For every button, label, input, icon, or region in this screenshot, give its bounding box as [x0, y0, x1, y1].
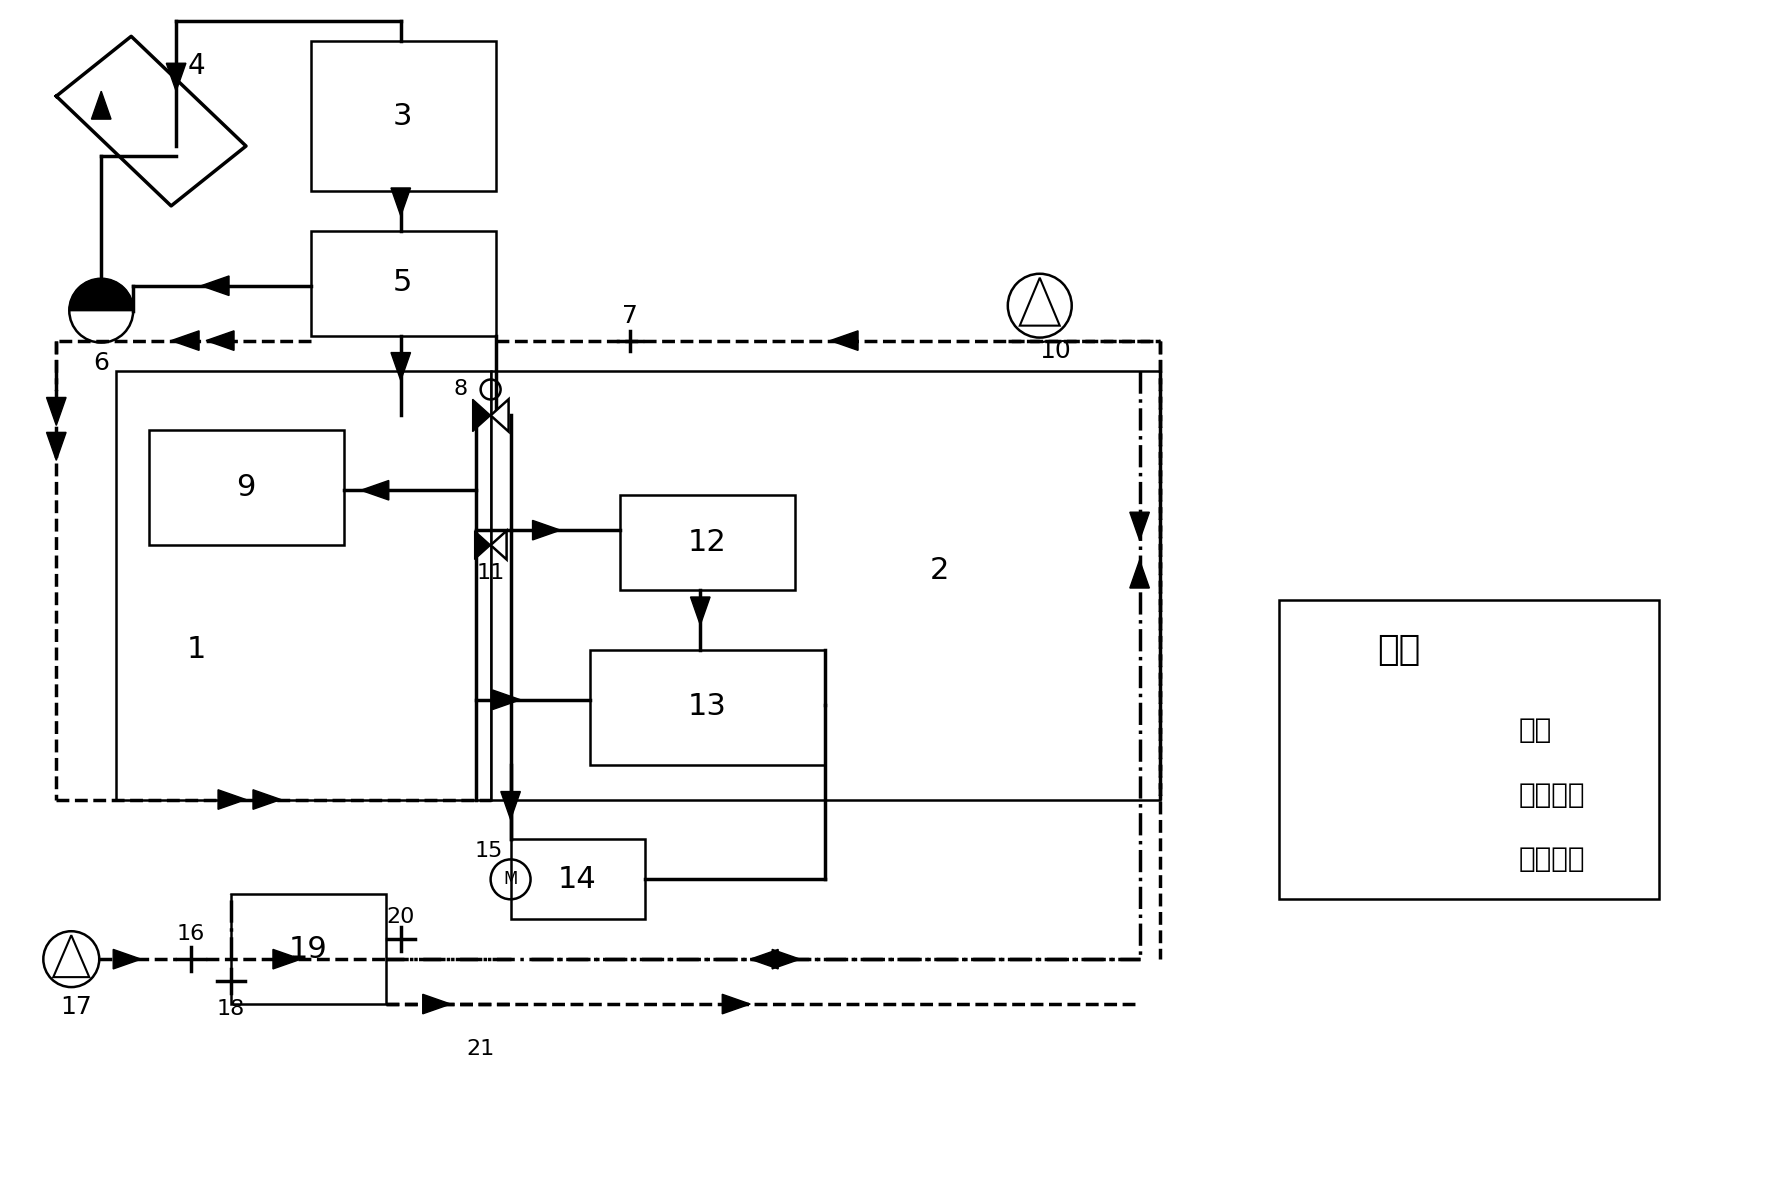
- Text: 9: 9: [236, 473, 255, 502]
- Polygon shape: [473, 399, 491, 431]
- Text: 5: 5: [393, 268, 413, 297]
- Polygon shape: [392, 188, 411, 216]
- Polygon shape: [491, 399, 509, 431]
- Text: 4: 4: [188, 53, 206, 80]
- Polygon shape: [46, 432, 66, 460]
- Bar: [510, 840, 645, 919]
- Bar: [117, 370, 491, 799]
- Polygon shape: [206, 331, 234, 350]
- Polygon shape: [750, 949, 778, 969]
- Polygon shape: [1021, 278, 1060, 326]
- Polygon shape: [361, 480, 388, 500]
- Text: 12: 12: [688, 527, 727, 557]
- Polygon shape: [92, 91, 112, 119]
- Text: 制冷工质: 制冷工质: [1519, 781, 1586, 809]
- Polygon shape: [273, 949, 301, 969]
- Text: M: M: [503, 871, 517, 889]
- Bar: [310, 231, 496, 335]
- Polygon shape: [723, 994, 750, 1014]
- Polygon shape: [829, 331, 858, 350]
- Polygon shape: [773, 949, 801, 969]
- Text: 1: 1: [186, 635, 206, 665]
- Polygon shape: [533, 520, 560, 540]
- Text: 20: 20: [386, 907, 415, 927]
- Polygon shape: [1131, 561, 1150, 588]
- Polygon shape: [1131, 513, 1150, 540]
- Polygon shape: [200, 276, 229, 296]
- Polygon shape: [172, 331, 198, 350]
- Polygon shape: [424, 994, 450, 1014]
- Polygon shape: [691, 597, 711, 625]
- Polygon shape: [113, 949, 142, 969]
- Polygon shape: [392, 352, 411, 381]
- Text: 6: 6: [94, 351, 110, 375]
- Text: 13: 13: [688, 692, 727, 721]
- Polygon shape: [501, 792, 521, 819]
- Text: 7: 7: [622, 303, 638, 328]
- Polygon shape: [218, 789, 246, 810]
- Text: 11: 11: [477, 563, 505, 583]
- Text: 16: 16: [177, 924, 206, 944]
- Bar: [491, 370, 1159, 799]
- Polygon shape: [253, 789, 282, 810]
- Text: 除湿溶液: 除湿溶液: [1519, 846, 1586, 873]
- Text: 8: 8: [454, 380, 468, 399]
- Text: 10: 10: [1038, 339, 1070, 363]
- Bar: [149, 430, 344, 545]
- Text: 21: 21: [466, 1039, 494, 1059]
- Bar: [590, 649, 826, 764]
- Text: 18: 18: [216, 999, 245, 1019]
- Text: 图例: 图例: [1377, 633, 1421, 667]
- Polygon shape: [69, 279, 133, 310]
- Polygon shape: [167, 63, 186, 91]
- Polygon shape: [46, 398, 66, 425]
- Bar: [620, 495, 796, 591]
- Polygon shape: [491, 531, 507, 559]
- Text: 19: 19: [289, 934, 328, 963]
- Text: 15: 15: [475, 841, 503, 861]
- Text: 17: 17: [60, 996, 92, 1019]
- Bar: [310, 41, 496, 190]
- Text: 14: 14: [558, 865, 597, 894]
- Bar: [230, 895, 386, 1004]
- Polygon shape: [493, 690, 521, 709]
- Polygon shape: [475, 531, 491, 559]
- Text: 3: 3: [393, 102, 413, 131]
- Bar: [1279, 600, 1659, 900]
- Text: 2: 2: [930, 556, 950, 585]
- Polygon shape: [53, 936, 89, 978]
- Text: 空气: 空气: [1519, 715, 1552, 744]
